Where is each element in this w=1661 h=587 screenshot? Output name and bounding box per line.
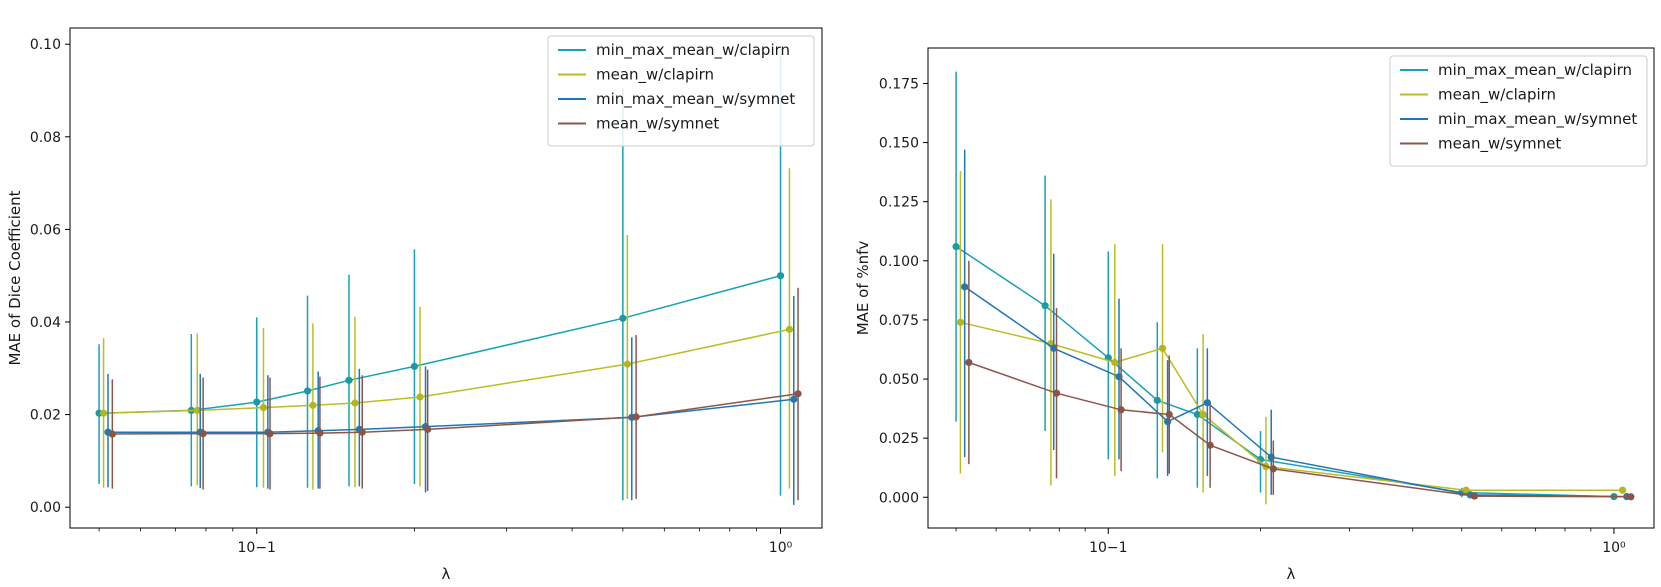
x-axis-label: λ: [1287, 565, 1296, 583]
data-point: [1199, 410, 1207, 419]
chart-panel-1: 0.00 0.02 0.04 0.06 0.08 0.10 10−1 10⁰ λ MAE of D…: [6, 27, 823, 583]
legend: min_max_mean_w/clapirn mean_w/clapirn min_…: [547, 35, 815, 147]
legend-label: min_max_mean_w/clapirn: [596, 41, 790, 60]
data-point: [1627, 493, 1635, 501]
y-tick-label: 0.175: [879, 76, 919, 92]
legend-label: min_max_mean_w/clapirn: [1438, 61, 1632, 80]
data-point: [1193, 410, 1201, 419]
x-axis-label: λ: [442, 565, 451, 583]
data-point: [199, 429, 207, 438]
data-point: [1158, 344, 1167, 352]
data-point: [424, 425, 432, 433]
data-point: [956, 318, 965, 326]
data-point: [358, 428, 366, 436]
y-tick-label: 0.04: [30, 315, 61, 331]
data-point: [623, 360, 631, 368]
series-2: [99, 168, 794, 499]
y-tick-label: 0.06: [30, 222, 61, 238]
data-point: [961, 283, 969, 291]
data-point: [1117, 406, 1125, 414]
y-axis-label: MAE of Dice Coefficient: [6, 190, 24, 365]
plot-frame: [927, 47, 1655, 529]
data-point: [193, 406, 201, 415]
data-point: [259, 404, 268, 412]
series-line: [968, 361, 1631, 498]
legend: min_max_mean_w/clapirn mean_w/clapirn min_…: [1389, 55, 1648, 167]
data-point: [108, 430, 116, 438]
data-point: [632, 413, 640, 421]
data-point: [619, 314, 627, 322]
data-point: [785, 325, 794, 333]
y-tick-label: 0.00: [30, 500, 61, 516]
plot-frame: [69, 27, 823, 529]
data-point: [253, 398, 261, 406]
legend-label: mean_w/clapirn: [596, 66, 714, 85]
data-point: [1111, 358, 1119, 367]
data-point: [1041, 302, 1049, 310]
data-point: [965, 358, 973, 367]
data-point: [316, 429, 324, 437]
data-point: [1618, 486, 1627, 494]
data-point: [99, 409, 108, 417]
data-point: [1462, 486, 1470, 494]
x-tick-label: 10−1: [1089, 540, 1127, 556]
series-4: [965, 260, 1635, 501]
series-3: [961, 149, 1631, 501]
data-point: [790, 395, 798, 403]
y-tick-label: 0.000: [879, 490, 919, 506]
data-point: [351, 399, 359, 407]
y-tick-label: 0.050: [879, 372, 919, 388]
y-tick-label: 0.08: [30, 130, 61, 146]
series-line: [964, 286, 1627, 498]
y-tick-label: 0.075: [879, 313, 919, 329]
series-line: [103, 328, 790, 414]
legend-label: mean_w/clapirn: [1438, 86, 1556, 105]
legend-label: mean_w/symnet: [596, 115, 719, 134]
legend-label: mean_w/symnet: [1438, 135, 1561, 154]
data-point: [416, 393, 424, 401]
y-tick-label: 0.02: [30, 408, 61, 424]
series-line: [112, 392, 799, 435]
y-tick-label: 0.150: [879, 136, 919, 152]
data-point: [1269, 465, 1277, 473]
y-tick-label: 0.125: [879, 195, 919, 211]
data-point: [1206, 441, 1214, 449]
x-tick-label: 10⁰: [769, 540, 793, 556]
data-point: [1470, 492, 1479, 500]
data-point: [1163, 417, 1172, 426]
data-point: [1203, 399, 1211, 407]
data-point: [1153, 396, 1161, 404]
data-point: [952, 243, 960, 251]
x-tick-label: 10−1: [238, 540, 276, 556]
data-point: [309, 401, 317, 409]
data-point: [776, 272, 785, 280]
data-point: [266, 429, 274, 438]
y-tick-label: 0.025: [879, 431, 919, 447]
data-point: [1050, 344, 1058, 352]
x-tick-label: 10⁰: [1602, 540, 1626, 556]
y-tick-label: 0.100: [879, 254, 919, 270]
series-line: [960, 321, 1623, 491]
legend-box: [547, 35, 815, 147]
data-point: [345, 376, 353, 384]
legend-label: min_max_mean_w/symnet: [1438, 110, 1637, 129]
data-point: [1052, 389, 1061, 397]
y-axis-label: MAE of %nfv: [854, 241, 872, 336]
legend-box: [1389, 55, 1648, 167]
y-tick-label: 0.10: [30, 37, 61, 53]
chart-panel-2: 0.000 0.025 0.050 0.075 0.100 0.125 0.150 0.175…: [854, 47, 1655, 583]
data-point: [794, 390, 802, 398]
series-4: [108, 287, 802, 501]
data-point: [1165, 410, 1173, 419]
legend-label: min_max_mean_w/symnet: [596, 90, 795, 109]
series-line: [99, 274, 781, 414]
data-point: [410, 362, 419, 371]
data-point: [303, 387, 312, 395]
